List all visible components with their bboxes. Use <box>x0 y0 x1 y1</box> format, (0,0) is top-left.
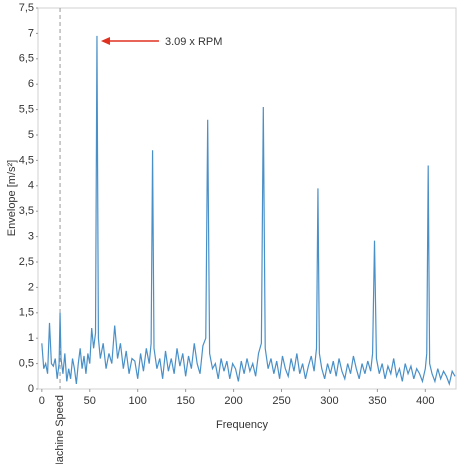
y-tick-label: 3 <box>28 231 34 243</box>
y-tick-label: 6 <box>28 78 34 90</box>
y-tick-label: 1 <box>28 332 34 344</box>
x-tick-label: 50 <box>84 395 96 407</box>
x-tick-label: 300 <box>320 395 338 407</box>
y-tick-label: 5 <box>28 129 34 141</box>
y-tick-label: 2,5 <box>19 256 34 268</box>
plot-frame <box>37 7 457 390</box>
y-tick-label: 5,5 <box>19 104 34 116</box>
y-axis-label: Envelope [m/s²] <box>6 160 18 236</box>
y-tick-label: 0 <box>28 383 34 395</box>
x-tick-label: 250 <box>272 395 290 407</box>
y-tick-label: 1,5 <box>19 307 34 319</box>
x-tick-label: 150 <box>176 395 194 407</box>
y-tick-label: 7,5 <box>19 2 34 14</box>
y-tick-label: 4 <box>28 180 34 192</box>
y-tick-label: 3,5 <box>19 205 34 217</box>
annotation-arrowhead <box>100 36 110 45</box>
y-tick-label: 7 <box>28 27 34 39</box>
y-tick-label: 6,5 <box>19 53 34 65</box>
x-axis-label: Frequency <box>216 419 268 431</box>
y-tick-label: 0,5 <box>19 358 34 370</box>
x-tick-label: 200 <box>224 395 242 407</box>
y-tick-label: 4,5 <box>19 154 34 166</box>
annotation-text: 3.09 x RPM <box>165 36 222 48</box>
x-tick-label: 100 <box>129 395 147 407</box>
spectrum-line <box>41 35 456 386</box>
x-tick-label: 350 <box>368 395 386 407</box>
x-tick-label: 0 <box>39 395 45 407</box>
x-tick-label: 400 <box>416 395 434 407</box>
machine-speed-label: Machine Speed <box>54 395 66 464</box>
y-tick-label: 2 <box>28 281 34 293</box>
